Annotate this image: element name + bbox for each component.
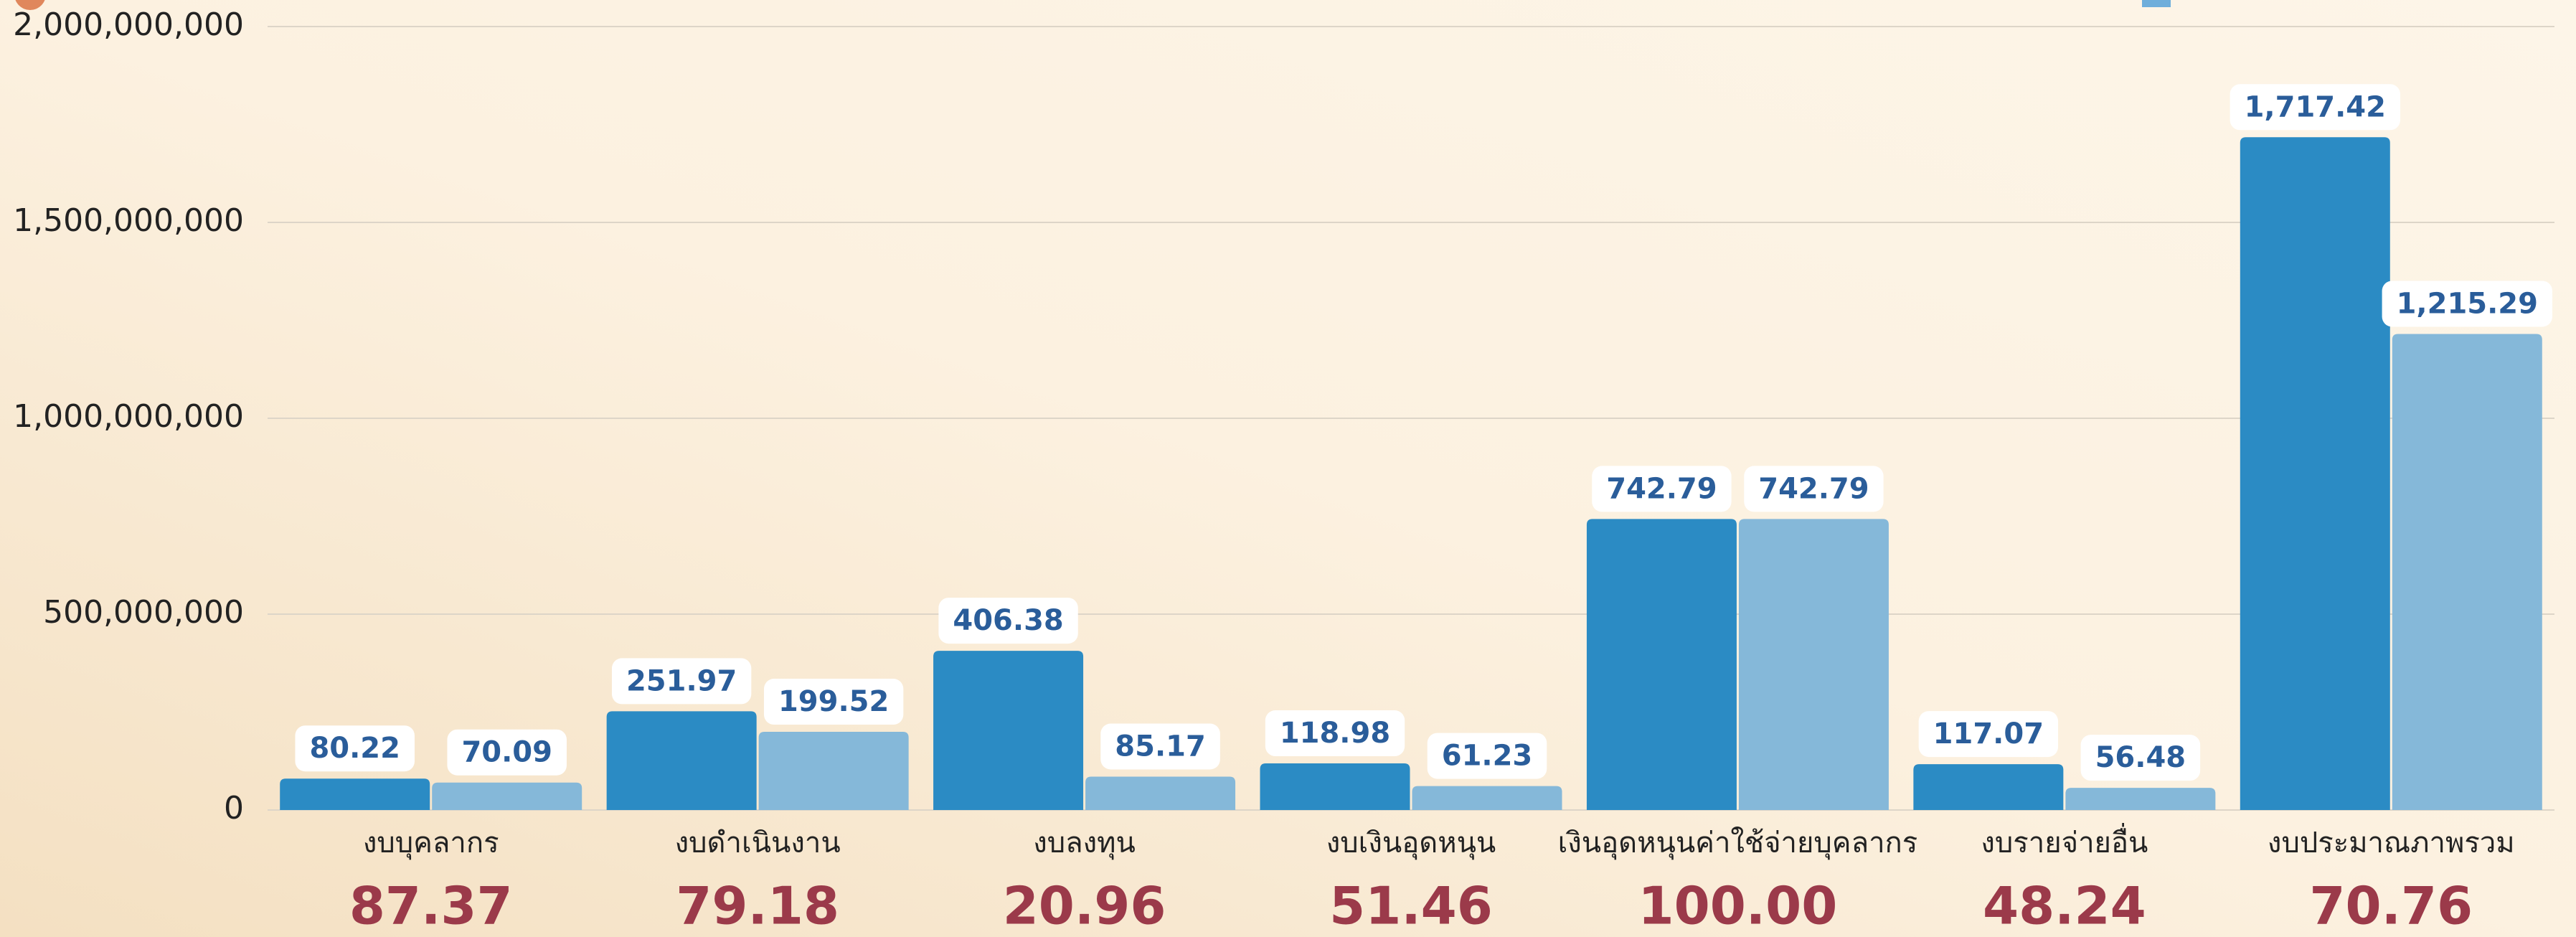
bar [1412, 786, 1562, 810]
annotation: 79.18 [676, 876, 839, 936]
bar [1260, 763, 1410, 810]
value-label-box [1100, 723, 1220, 770]
value-label: 80.22 [309, 732, 400, 765]
annotation: 51.46 [1329, 876, 1493, 936]
legend-marker [15, 0, 45, 10]
annotation: 70.76 [2309, 876, 2473, 936]
value-label-box [1427, 733, 1547, 779]
bar [1586, 519, 1737, 810]
value-label-box [1744, 466, 1884, 512]
value-label: 61.23 [1442, 740, 1533, 773]
legend-marker [2142, 0, 2171, 7]
value-label: 251.97 [626, 664, 737, 697]
y-tick-label: 1,500,000,000 [13, 202, 244, 239]
value-label: 742.79 [1606, 472, 1717, 505]
value-label-box [938, 598, 1078, 644]
value-label: 70.09 [461, 736, 552, 769]
value-label-box [2080, 735, 2201, 781]
annotation: 20.96 [1003, 876, 1166, 936]
bar [1738, 519, 1889, 810]
bar [280, 778, 430, 810]
y-tick-label: 0 [224, 790, 244, 827]
bar [2392, 334, 2542, 810]
value-label-box [1918, 711, 2059, 758]
value-label: 56.48 [2095, 741, 2186, 774]
y-tick-label: 500,000,000 [43, 594, 244, 631]
value-label-box [763, 679, 904, 725]
annotation: 87.37 [349, 876, 513, 936]
bar [758, 732, 909, 810]
value-label: 1,717.42 [2245, 90, 2386, 123]
value-label: 1,215.29 [2397, 287, 2538, 320]
bar [1913, 764, 2064, 810]
value-label-box [611, 658, 752, 705]
value-label-box [1592, 466, 1732, 512]
y-tick-label: 1,000,000,000 [13, 398, 244, 435]
value-label-box [2230, 84, 2400, 131]
y-tick-label: 2,000,000,000 [13, 6, 244, 43]
value-label: 742.79 [1758, 472, 1869, 505]
x-tick-label: เงินอุดหนุนค่าใช้จ่ายบุคลากร [1558, 826, 1918, 860]
annotation: 100.00 [1638, 876, 1838, 936]
x-tick-label: งบเงินอุดหนุน [1326, 827, 1496, 860]
value-label-box [2382, 281, 2552, 327]
bar [432, 782, 582, 810]
value-label-box [447, 729, 567, 776]
x-tick-label: งบลงทุน [1033, 827, 1136, 860]
x-tick-label: งบดำเนินงาน [675, 827, 841, 860]
x-tick-label: งบประมาณภาพรวม [2268, 827, 2515, 860]
bar [606, 711, 757, 810]
bar [1085, 776, 1236, 810]
value-label-box [1265, 710, 1405, 757]
x-tick-label: งบรายจ่ายอื่น [1981, 823, 2148, 860]
value-label: 118.98 [1280, 717, 1390, 750]
bar [2240, 137, 2390, 810]
bar [2065, 788, 2216, 810]
value-label-box [295, 725, 415, 772]
bar [933, 651, 1084, 810]
value-label: 406.38 [953, 604, 1063, 637]
x-tick-label: งบบุคลากร [363, 827, 499, 860]
value-label: 117.07 [1933, 717, 2044, 750]
value-label: 199.52 [778, 685, 889, 718]
value-label: 85.17 [1115, 730, 1206, 763]
annotation: 48.24 [1983, 876, 2146, 936]
